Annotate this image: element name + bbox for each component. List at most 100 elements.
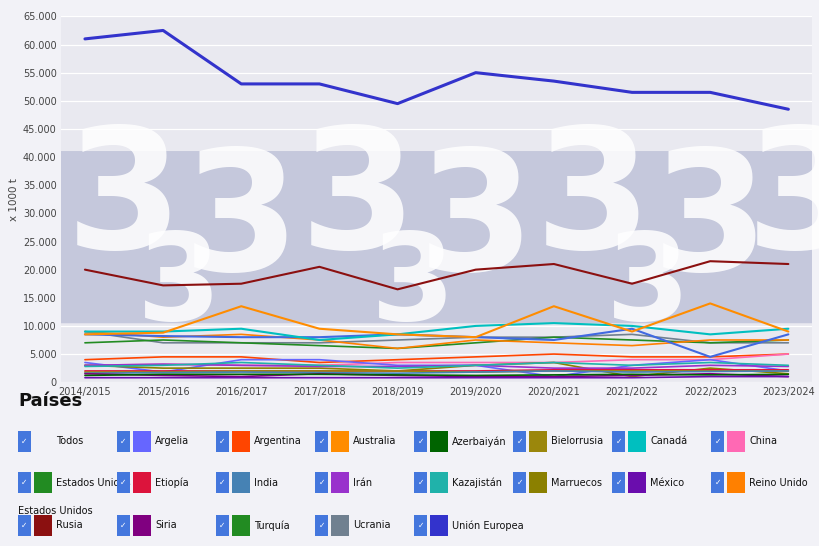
Text: ✓: ✓ — [318, 437, 324, 446]
FancyBboxPatch shape — [117, 431, 130, 452]
FancyBboxPatch shape — [430, 472, 448, 493]
FancyBboxPatch shape — [612, 472, 624, 493]
Polygon shape — [0, 250, 819, 323]
Text: 3: 3 — [371, 228, 455, 345]
Text: México: México — [649, 478, 684, 488]
FancyBboxPatch shape — [414, 515, 427, 536]
FancyBboxPatch shape — [215, 472, 229, 493]
Text: ✓: ✓ — [615, 437, 621, 446]
FancyBboxPatch shape — [18, 515, 31, 536]
FancyBboxPatch shape — [232, 515, 250, 536]
Text: ✓: ✓ — [21, 437, 28, 446]
Polygon shape — [0, 174, 819, 275]
FancyBboxPatch shape — [34, 515, 52, 536]
Text: 3: 3 — [744, 121, 819, 283]
FancyBboxPatch shape — [513, 472, 526, 493]
FancyBboxPatch shape — [513, 431, 526, 452]
FancyBboxPatch shape — [331, 472, 349, 493]
Text: Kazajistán: Kazajistán — [452, 477, 502, 488]
Text: Australia: Australia — [353, 436, 396, 447]
Text: 3: 3 — [604, 228, 689, 345]
Polygon shape — [0, 151, 819, 253]
Text: Marruecos: Marruecos — [550, 478, 602, 488]
Text: Rusia: Rusia — [56, 520, 83, 530]
Text: Estados Unidos: Estados Unidos — [56, 478, 130, 488]
Polygon shape — [0, 151, 819, 253]
Text: Argentina: Argentina — [254, 436, 301, 447]
Text: ✓: ✓ — [417, 478, 423, 487]
Text: Argelia: Argelia — [155, 436, 189, 447]
Text: ✓: ✓ — [713, 437, 720, 446]
Text: Ucrania: Ucrania — [353, 520, 390, 530]
Text: Estados Unidos: Estados Unidos — [18, 506, 93, 516]
FancyBboxPatch shape — [627, 472, 645, 493]
Text: ✓: ✓ — [318, 478, 324, 487]
FancyBboxPatch shape — [215, 431, 229, 452]
Polygon shape — [0, 151, 819, 253]
Text: ✓: ✓ — [516, 478, 523, 487]
Text: Todos: Todos — [56, 436, 84, 447]
Text: 3: 3 — [417, 143, 533, 306]
Text: Turquía: Turquía — [254, 520, 289, 531]
FancyBboxPatch shape — [414, 472, 427, 493]
FancyBboxPatch shape — [710, 431, 723, 452]
Text: ✓: ✓ — [120, 521, 126, 530]
FancyBboxPatch shape — [726, 431, 744, 452]
FancyBboxPatch shape — [232, 431, 250, 452]
Text: ✓: ✓ — [417, 437, 423, 446]
Text: 3: 3 — [300, 121, 416, 283]
Text: ✓: ✓ — [21, 521, 28, 530]
FancyBboxPatch shape — [612, 431, 624, 452]
FancyBboxPatch shape — [314, 515, 328, 536]
Text: 3: 3 — [183, 143, 299, 306]
FancyBboxPatch shape — [133, 431, 151, 452]
Text: Irán: Irán — [353, 478, 372, 488]
Text: ✓: ✓ — [21, 478, 28, 487]
FancyBboxPatch shape — [331, 431, 349, 452]
Text: 3: 3 — [66, 121, 182, 283]
Text: ✓: ✓ — [318, 521, 324, 530]
Y-axis label: x 1000 t: x 1000 t — [8, 178, 19, 221]
FancyBboxPatch shape — [414, 431, 427, 452]
Text: ✓: ✓ — [219, 521, 225, 530]
Text: 3: 3 — [651, 143, 767, 306]
Text: 3: 3 — [534, 121, 650, 283]
FancyBboxPatch shape — [529, 431, 546, 452]
Text: Azerbaiyán: Azerbaiyán — [452, 436, 506, 447]
FancyBboxPatch shape — [430, 431, 448, 452]
Polygon shape — [0, 174, 819, 275]
Text: China: China — [749, 436, 776, 447]
FancyBboxPatch shape — [117, 515, 130, 536]
Text: ✓: ✓ — [615, 478, 621, 487]
FancyBboxPatch shape — [117, 472, 130, 493]
FancyBboxPatch shape — [314, 431, 328, 452]
Polygon shape — [0, 250, 819, 323]
FancyBboxPatch shape — [18, 472, 31, 493]
FancyBboxPatch shape — [133, 515, 151, 536]
Polygon shape — [0, 174, 819, 275]
Polygon shape — [0, 250, 819, 323]
FancyBboxPatch shape — [529, 472, 546, 493]
Text: ✓: ✓ — [219, 437, 225, 446]
Text: ✓: ✓ — [713, 478, 720, 487]
FancyBboxPatch shape — [430, 515, 448, 536]
FancyBboxPatch shape — [331, 515, 349, 536]
Text: ✓: ✓ — [417, 521, 423, 530]
FancyBboxPatch shape — [18, 431, 31, 452]
FancyBboxPatch shape — [133, 472, 151, 493]
Text: ✓: ✓ — [219, 478, 225, 487]
Text: Bielorrusia: Bielorrusia — [550, 436, 603, 447]
FancyBboxPatch shape — [215, 515, 229, 536]
FancyBboxPatch shape — [34, 472, 52, 493]
Text: Países: Países — [18, 393, 82, 411]
Text: Reino Unido: Reino Unido — [749, 478, 807, 488]
FancyBboxPatch shape — [314, 472, 328, 493]
FancyBboxPatch shape — [726, 472, 744, 493]
Text: Unión Europea: Unión Europea — [452, 520, 523, 531]
Text: ✓: ✓ — [120, 437, 126, 446]
Text: Canadá: Canadá — [649, 436, 686, 447]
Text: Siria: Siria — [155, 520, 177, 530]
Text: ✓: ✓ — [516, 437, 523, 446]
FancyBboxPatch shape — [232, 472, 250, 493]
Text: ✓: ✓ — [120, 478, 126, 487]
